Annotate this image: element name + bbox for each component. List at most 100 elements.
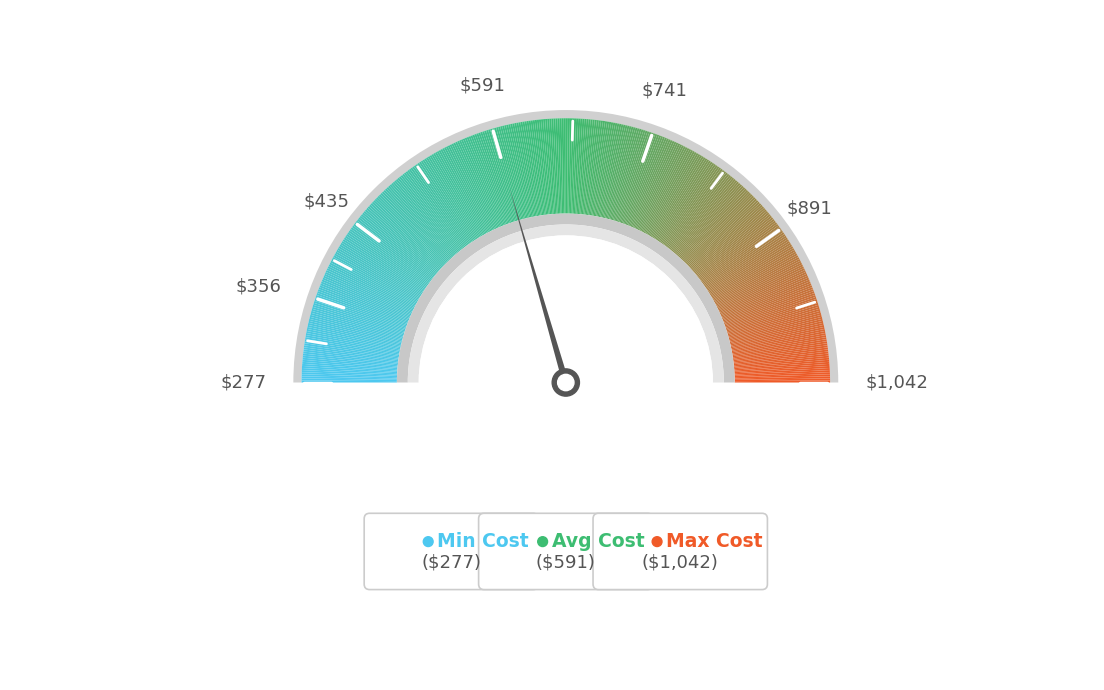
Wedge shape [301,368,397,375]
Wedge shape [723,287,813,323]
Wedge shape [322,277,411,317]
Wedge shape [449,144,492,231]
Wedge shape [294,110,838,382]
Wedge shape [587,120,601,215]
Wedge shape [459,140,499,228]
Wedge shape [609,127,636,219]
Wedge shape [573,119,578,214]
Wedge shape [575,119,583,214]
Wedge shape [310,313,403,339]
Wedge shape [317,291,407,325]
Wedge shape [646,150,693,235]
Wedge shape [370,203,442,269]
Wedge shape [714,255,798,302]
Wedge shape [643,147,688,233]
Wedge shape [708,239,789,292]
Wedge shape [304,351,399,364]
Wedge shape [734,370,830,376]
Wedge shape [567,118,570,214]
Wedge shape [352,226,429,283]
Wedge shape [723,285,813,322]
Text: Avg Cost: Avg Cost [552,532,645,551]
Wedge shape [311,308,404,337]
Wedge shape [438,150,486,235]
Wedge shape [681,190,749,260]
Wedge shape [476,133,510,224]
Wedge shape [302,357,397,368]
Circle shape [423,537,433,546]
Text: ($591): ($591) [535,554,596,572]
Wedge shape [582,119,593,215]
Wedge shape [670,175,731,250]
Wedge shape [629,137,667,226]
Wedge shape [713,253,797,301]
Wedge shape [659,161,712,242]
Wedge shape [482,131,513,222]
Wedge shape [725,295,816,328]
Wedge shape [652,156,704,239]
Wedge shape [731,323,824,346]
Wedge shape [465,137,502,226]
Wedge shape [339,244,422,295]
Wedge shape [702,226,779,283]
Wedge shape [308,321,402,344]
Wedge shape [612,128,639,220]
Wedge shape [699,219,775,279]
Wedge shape [709,243,792,294]
Wedge shape [732,339,827,356]
Wedge shape [620,132,654,223]
Wedge shape [686,196,754,264]
Circle shape [558,375,574,391]
Wedge shape [420,161,473,242]
Wedge shape [661,164,716,244]
Wedge shape [734,357,829,368]
Wedge shape [399,176,460,252]
Wedge shape [640,145,684,231]
Wedge shape [702,227,781,284]
Wedge shape [532,120,546,215]
Wedge shape [325,272,413,313]
Wedge shape [590,121,605,215]
Wedge shape [350,229,428,286]
Wedge shape [329,264,415,308]
Wedge shape [517,123,535,217]
Wedge shape [302,364,397,372]
Wedge shape [333,255,417,302]
Wedge shape [701,224,778,282]
Wedge shape [306,331,400,351]
Wedge shape [699,221,776,280]
Wedge shape [615,130,646,221]
Wedge shape [661,165,718,244]
Wedge shape [644,148,690,233]
Wedge shape [527,121,542,215]
Wedge shape [363,211,437,274]
Wedge shape [733,347,828,362]
Wedge shape [362,213,436,275]
Wedge shape [731,325,825,347]
Text: ($277): ($277) [422,554,481,572]
Text: ($1,042): ($1,042) [641,554,719,572]
Wedge shape [317,293,407,326]
Wedge shape [396,214,735,382]
Wedge shape [301,366,397,373]
Wedge shape [329,262,415,307]
Wedge shape [683,193,751,262]
Wedge shape [585,120,599,215]
Wedge shape [734,374,830,379]
Wedge shape [385,188,452,259]
Wedge shape [648,152,697,236]
Wedge shape [407,170,466,248]
Wedge shape [359,217,434,278]
Wedge shape [560,118,563,214]
Wedge shape [719,270,806,312]
Wedge shape [376,197,445,265]
Wedge shape [680,188,746,259]
Wedge shape [488,129,518,221]
Wedge shape [341,241,423,293]
Wedge shape [442,148,488,233]
Wedge shape [500,126,526,219]
Wedge shape [379,194,447,263]
Wedge shape [435,152,484,236]
Wedge shape [386,187,453,259]
Wedge shape [418,235,713,382]
